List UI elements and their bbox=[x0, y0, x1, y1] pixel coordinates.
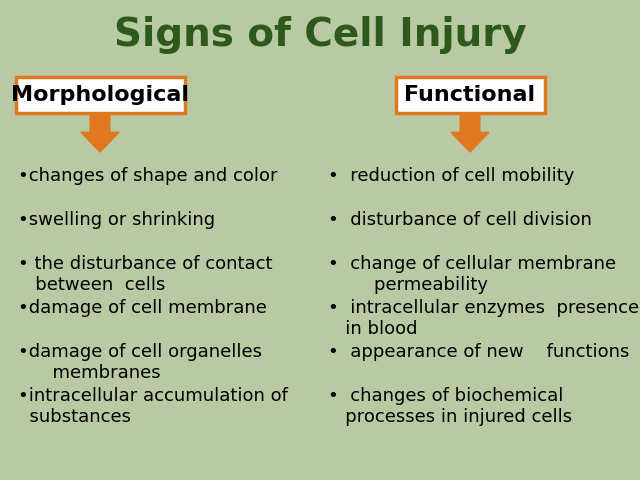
Text: • the disturbance of contact
   between  cells: • the disturbance of contact between cel… bbox=[18, 255, 273, 294]
Polygon shape bbox=[451, 111, 489, 152]
Text: •  disturbance of cell division: • disturbance of cell division bbox=[328, 211, 592, 229]
FancyBboxPatch shape bbox=[396, 77, 545, 113]
Text: •  reduction of cell mobility: • reduction of cell mobility bbox=[328, 167, 574, 185]
Text: •changes of shape and color: •changes of shape and color bbox=[18, 167, 278, 185]
Text: •damage of cell organelles
      membranes: •damage of cell organelles membranes bbox=[18, 343, 262, 382]
Polygon shape bbox=[81, 111, 119, 152]
Text: •damage of cell membrane: •damage of cell membrane bbox=[18, 299, 267, 317]
Text: •  appearance of new    functions: • appearance of new functions bbox=[328, 343, 629, 361]
Text: •  change of cellular membrane
        permeability: • change of cellular membrane permeabili… bbox=[328, 255, 616, 294]
Text: •  changes of biochemical
   processes in injured cells: • changes of biochemical processes in in… bbox=[328, 387, 572, 426]
Text: •  intracellular enzymes  presence
   in blood: • intracellular enzymes presence in bloo… bbox=[328, 299, 639, 338]
Text: Signs of Cell Injury: Signs of Cell Injury bbox=[114, 16, 526, 54]
Text: •intracellular accumulation of
  substances: •intracellular accumulation of substance… bbox=[18, 387, 288, 426]
FancyBboxPatch shape bbox=[15, 77, 184, 113]
Text: Functional: Functional bbox=[404, 85, 536, 105]
Text: Morphological: Morphological bbox=[11, 85, 189, 105]
Text: •swelling or shrinking: •swelling or shrinking bbox=[18, 211, 215, 229]
